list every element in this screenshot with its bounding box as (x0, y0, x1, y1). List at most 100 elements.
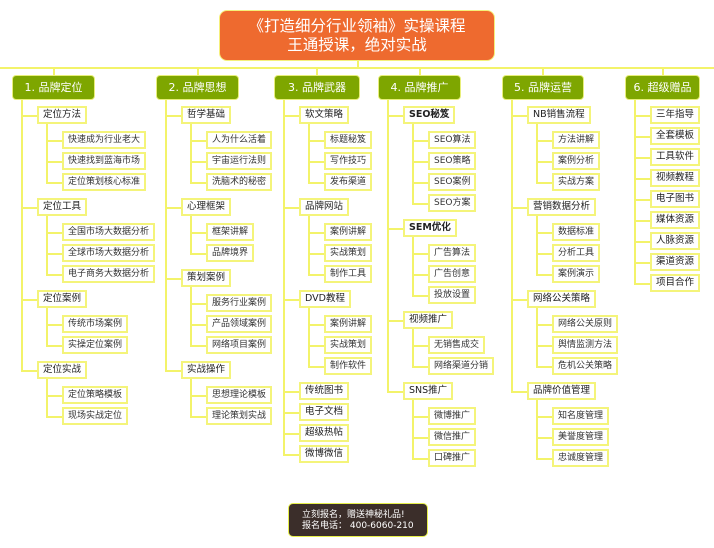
branch-6[interactable]: 6. 超级赠品 (625, 75, 700, 100)
branch-1[interactable]: 1. 品牌定位 (12, 75, 95, 100)
subtopic-node[interactable]: 思想理论模板 (206, 386, 273, 404)
connector-line (166, 115, 181, 117)
subtopic-node[interactable]: 理论策划实战 (206, 407, 273, 425)
topic-node[interactable]: SEM优化 (403, 219, 457, 237)
subtopic-node[interactable]: 服务行业案例 (206, 294, 273, 312)
subtopic-node[interactable]: 品牌境界 (206, 244, 255, 262)
topic-node[interactable]: DVD教程 (299, 290, 351, 308)
branch-4[interactable]: 4. 品牌推广 (378, 75, 461, 100)
subtopic-node[interactable]: 网络公关原则 (552, 315, 619, 333)
subtopic-node[interactable]: 写作技巧 (324, 152, 373, 170)
subtopic-node[interactable]: 案例分析 (552, 152, 601, 170)
subtopic-node[interactable]: 快速成为行业老大 (62, 131, 147, 149)
subtopic-node[interactable]: 危机公关策略 (552, 357, 619, 375)
subtopic-node[interactable]: 人为什么活着 (206, 131, 273, 149)
connector-line (166, 278, 181, 280)
subtopic-node[interactable]: 实战策划 (324, 336, 373, 354)
subtopic-node[interactable]: 实战方案 (552, 173, 601, 191)
topic-node[interactable]: 渠道资源 (650, 253, 701, 271)
subtopic-node[interactable]: 无销售成交 (428, 336, 486, 354)
subtopic-node[interactable]: 分析工具 (552, 244, 601, 262)
connector-line (413, 366, 428, 368)
topic-node[interactable]: 定位方法 (37, 106, 88, 124)
topic-node[interactable]: 策划案例 (181, 269, 232, 287)
topic-node[interactable]: 传统图书 (299, 382, 350, 400)
topic-node[interactable]: SNS推广 (403, 382, 454, 400)
subtopic-node[interactable]: 美誉度管理 (552, 428, 610, 446)
connector-line (388, 320, 403, 322)
subtopic-node[interactable]: 数据标准 (552, 223, 601, 241)
connector-line (22, 299, 37, 301)
topic-node[interactable]: 营销数据分析 (527, 198, 597, 216)
topic-node[interactable]: 视频推广 (403, 311, 454, 329)
subtopic-node[interactable]: 定位策划核心标准 (62, 173, 147, 191)
subtopic-node[interactable]: 广告创意 (428, 265, 477, 283)
topic-node[interactable]: SEO秘笈 (403, 106, 456, 124)
topic-node[interactable]: 哲学基础 (181, 106, 232, 124)
topic-node[interactable]: 软文策略 (299, 106, 350, 124)
subtopic-node[interactable]: 微信推广 (428, 428, 477, 446)
topic-node[interactable]: 全套模板 (650, 127, 701, 145)
subtopic-node[interactable]: 框架讲解 (206, 223, 255, 241)
subtopic-node[interactable]: SEO算法 (428, 131, 477, 149)
subtopic-node[interactable]: 产品领域案例 (206, 315, 273, 333)
subtopic-node[interactable]: 舆情监测方法 (552, 336, 619, 354)
subtopic-node[interactable]: 口碑推广 (428, 449, 477, 467)
subtopic-node[interactable]: 制作软件 (324, 357, 373, 375)
topic-node[interactable]: 视频教程 (650, 169, 701, 187)
subtopic-node[interactable]: 洗脑术的秘密 (206, 173, 273, 191)
subtopic-node[interactable]: 案例演示 (552, 265, 601, 283)
branch-2[interactable]: 2. 品牌思想 (156, 75, 239, 100)
topic-node[interactable]: 品牌网站 (299, 198, 350, 216)
topic-node[interactable]: 网络公关策略 (527, 290, 597, 308)
subtopic-node[interactable]: SEO方案 (428, 194, 477, 212)
topic-node[interactable]: 电子文档 (299, 403, 350, 421)
subtopic-node[interactable]: 知名度管理 (552, 407, 610, 425)
subtopic-node[interactable]: 定位策略模板 (62, 386, 129, 404)
topic-node[interactable]: 微博微信 (299, 445, 350, 463)
subtopic-node[interactable]: 现场实战定位 (62, 407, 129, 425)
subtopic-node[interactable]: 实操定位案例 (62, 336, 129, 354)
topic-node[interactable]: 媒体资源 (650, 211, 701, 229)
subtopic-node[interactable]: 实战策划 (324, 244, 373, 262)
subtopic-node[interactable]: 传统市场案例 (62, 315, 129, 333)
subtopic-node[interactable]: 方法讲解 (552, 131, 601, 149)
topic-node[interactable]: 定位案例 (37, 290, 88, 308)
subtopic-node[interactable]: 投放设置 (428, 286, 477, 304)
subtopic-node[interactable]: 网络项目案例 (206, 336, 273, 354)
topic-node[interactable]: 三年指导 (650, 106, 701, 124)
topic-node[interactable]: 实战操作 (181, 361, 232, 379)
branch-3[interactable]: 3. 品牌武器 (274, 75, 360, 100)
topic-node[interactable]: 人脉资源 (650, 232, 701, 250)
connector-line (309, 182, 324, 184)
topic-node[interactable]: 电子图书 (650, 190, 701, 208)
subtopic-node[interactable]: SEO案例 (428, 173, 477, 191)
subtopic-node[interactable]: 宇宙运行法则 (206, 152, 273, 170)
subtopic-node[interactable]: 发布渠道 (324, 173, 373, 191)
subtopic-node[interactable]: 案例讲解 (324, 315, 373, 333)
topic-node[interactable]: 工具软件 (650, 148, 701, 166)
subtopic-node[interactable]: 快速找到蓝海市场 (62, 152, 147, 170)
topic-node[interactable]: 超级热帖 (299, 424, 350, 442)
subtopic-node[interactable]: 网络渠道分销 (428, 357, 495, 375)
branch-5[interactable]: 5. 品牌运营 (502, 75, 584, 100)
topic-node[interactable]: 项目合作 (650, 274, 701, 292)
subtopic-node[interactable]: 案例讲解 (324, 223, 373, 241)
subtopic-node[interactable]: 广告算法 (428, 244, 477, 262)
topic-node[interactable]: 定位工具 (37, 198, 88, 216)
subtopic-node[interactable]: 全球市场大数据分析 (62, 244, 156, 262)
connector-line (413, 295, 428, 297)
subtopic-node[interactable]: 电子商务大数据分析 (62, 265, 156, 283)
topic-node[interactable]: 品牌价值管理 (527, 382, 597, 400)
subtopic-node[interactable]: SEO策略 (428, 152, 477, 170)
subtopic-node[interactable]: 标题秘笈 (324, 131, 373, 149)
topic-node[interactable]: NB销售流程 (527, 106, 591, 124)
subtopic-node[interactable]: 忠诚度管理 (552, 449, 610, 467)
connector-line (47, 182, 62, 184)
subtopic-node[interactable]: 微博推广 (428, 407, 477, 425)
connector-line (413, 182, 428, 184)
topic-node[interactable]: 心理框架 (181, 198, 232, 216)
subtopic-node[interactable]: 全国市场大数据分析 (62, 223, 156, 241)
subtopic-node[interactable]: 制作工具 (324, 265, 373, 283)
topic-node[interactable]: 定位实战 (37, 361, 88, 379)
